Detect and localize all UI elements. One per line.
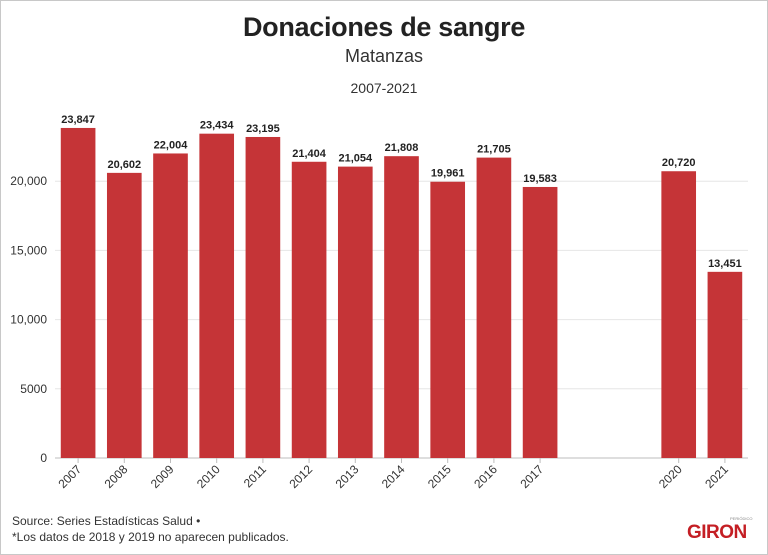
bar xyxy=(106,172,142,458)
x-tick-label: 2010 xyxy=(194,462,223,491)
chart-period: 2007-2021 xyxy=(350,80,418,96)
bar xyxy=(291,161,327,458)
giron-logo: PERIÓDICO GIRON xyxy=(687,516,752,542)
bar xyxy=(384,156,419,458)
data-label: 23,434 xyxy=(200,120,235,132)
x-tick-label: 2012 xyxy=(286,462,315,491)
chart-title: Donaciones de sangre xyxy=(242,12,526,42)
bar xyxy=(522,186,558,458)
bar xyxy=(199,133,235,458)
data-label: 21,705 xyxy=(477,144,511,156)
y-tick-label: 10,000 xyxy=(10,313,47,327)
data-label: 23,195 xyxy=(246,123,280,135)
y-tick-label: 20,000 xyxy=(10,174,47,188)
data-label: 21,404 xyxy=(292,148,327,160)
data-label: 20,720 xyxy=(662,157,696,169)
source-note: Source: Series Estadísticas Salud • xyxy=(12,514,201,528)
x-tick-label: 2016 xyxy=(471,462,500,491)
chart-subtitle: Matanzas xyxy=(344,46,424,66)
x-tick-label: 2008 xyxy=(102,462,131,491)
bar xyxy=(245,136,281,458)
bar xyxy=(476,157,512,459)
x-tick-label: 2021 xyxy=(702,462,731,491)
y-tick-label: 0 xyxy=(40,451,47,465)
data-label: 20,602 xyxy=(107,159,141,171)
bar xyxy=(707,271,743,458)
logo-text: GIRON xyxy=(687,522,747,542)
x-tick-label: 2014 xyxy=(379,462,408,491)
bar xyxy=(430,181,466,459)
data-label: 22,004 xyxy=(154,139,189,151)
bar xyxy=(661,171,697,458)
x-tick-label: 2017 xyxy=(517,462,546,491)
x-tick-label: 2009 xyxy=(148,462,177,491)
x-tick-label: 2011 xyxy=(241,462,269,490)
data-label: 21,808 xyxy=(385,142,419,154)
data-label: 13,451 xyxy=(708,258,742,270)
bar-chart: 0 5000 10,000 15,000 20,000 23,847 2007 20,602 2… xyxy=(10,114,748,491)
bar xyxy=(337,166,373,458)
data-label: 19,961 xyxy=(431,168,465,180)
x-tick-label: 2020 xyxy=(656,462,685,491)
data-label: 19,583 xyxy=(523,173,557,185)
data-label: 23,847 xyxy=(61,114,95,126)
data-label: 21,054 xyxy=(338,153,373,165)
x-tick-label: 2007 xyxy=(55,462,84,491)
y-tick-label: 15,000 xyxy=(10,243,47,257)
y-tick-label: 5000 xyxy=(20,382,47,396)
bar xyxy=(153,153,188,458)
logo-small-text: PERIÓDICO xyxy=(730,516,752,521)
x-tick-label: 2015 xyxy=(425,462,454,491)
footnote: *Los datos de 2018 y 2019 no aparecen pu… xyxy=(12,530,289,544)
bar xyxy=(60,127,96,458)
x-tick-label: 2013 xyxy=(333,462,362,491)
